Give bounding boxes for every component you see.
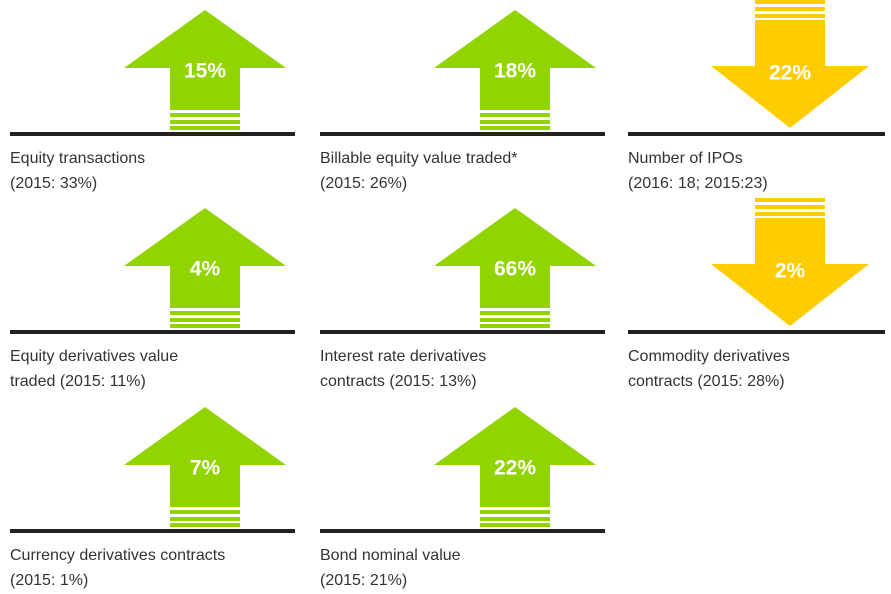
baseline: [10, 132, 295, 136]
indicator: 22% Bond nominal value (2015: 21%): [320, 407, 605, 589]
baseline: [628, 132, 885, 136]
stripe: [480, 311, 550, 315]
label: Bond nominal value: [320, 547, 461, 564]
arrow-up: [434, 10, 596, 110]
indicator: 22% Number of IPOs (2016: 18; 2015:23): [628, 0, 885, 192]
arrow-up: [434, 407, 596, 507]
baseline: [628, 330, 885, 334]
label: Equity transactions: [10, 150, 145, 167]
stripe: [170, 113, 240, 117]
arrow-down: [711, 20, 869, 128]
stripe: [755, 212, 825, 216]
arrow-down: [711, 218, 869, 326]
indicator: 7% Currency derivatives contracts (2015: 1…: [10, 407, 295, 589]
indicator: 15% Equity transactions (2015: 33%): [10, 10, 295, 192]
percent: 15%: [184, 60, 226, 83]
label: (2015: 21%): [320, 572, 407, 589]
stripe: [755, 198, 825, 202]
percent: 7%: [190, 457, 221, 480]
percent: 2%: [775, 260, 806, 283]
label: (2015: 26%): [320, 175, 407, 192]
indicator: 2% Commodity derivatives contracts (2015: …: [628, 198, 885, 390]
label: Interest rate derivatives: [320, 348, 486, 365]
stripe: [170, 311, 240, 315]
stripe: [480, 126, 550, 130]
stripe: [480, 318, 550, 322]
stripe: [755, 205, 825, 209]
indicator: 4% Equity derivatives value traded (2015: …: [10, 208, 295, 390]
stripe: [755, 0, 825, 4]
arrow-up: [124, 10, 286, 110]
stripe: [755, 14, 825, 18]
arrow-up: [124, 407, 286, 507]
indicator: 18% Billable equity value traded* (2015: 2…: [320, 10, 605, 192]
label: (2016: 18; 2015:23): [628, 175, 768, 192]
stripe: [170, 126, 240, 130]
label: contracts (2015: 28%): [628, 373, 785, 390]
label: Billable equity value traded*: [320, 150, 517, 167]
stripe: [170, 510, 240, 514]
stripe: [170, 318, 240, 322]
percent: 66%: [494, 258, 536, 281]
label: (2015: 1%): [10, 572, 88, 589]
label: (2015: 33%): [10, 175, 97, 192]
stripe: [480, 523, 550, 527]
stripe: [480, 324, 550, 328]
stripe: [170, 517, 240, 521]
stripe: [170, 324, 240, 328]
label: contracts (2015: 13%): [320, 373, 477, 390]
baseline: [320, 330, 605, 334]
stripe: [755, 7, 825, 11]
stripe: [480, 517, 550, 521]
stripe: [170, 120, 240, 124]
baseline: [320, 132, 605, 136]
percent: 22%: [769, 62, 811, 85]
indicator: 66% Interest rate derivatives contracts (2…: [320, 208, 605, 390]
percent: 4%: [190, 258, 221, 281]
arrow-up: [124, 208, 286, 308]
baseline: [10, 529, 295, 533]
stripe: [480, 120, 550, 124]
label: Currency derivatives contracts: [10, 547, 225, 564]
label: traded (2015: 11%): [10, 373, 146, 390]
percent: 18%: [494, 60, 536, 83]
stripe: [170, 523, 240, 527]
arrow-up: [434, 208, 596, 308]
stripe: [480, 510, 550, 514]
stripe: [480, 113, 550, 117]
label: Number of IPOs: [628, 150, 743, 167]
baseline: [10, 330, 295, 334]
label: Commodity derivatives: [628, 348, 790, 365]
baseline: [320, 529, 605, 533]
percent: 22%: [494, 457, 536, 480]
label: Equity derivatives value: [10, 348, 178, 365]
